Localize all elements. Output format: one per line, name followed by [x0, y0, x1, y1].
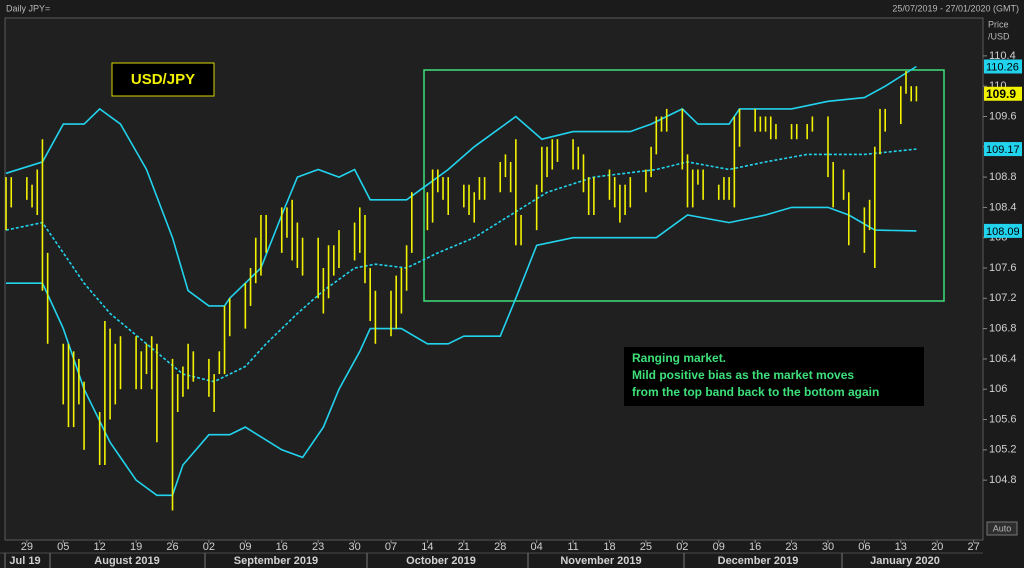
- x-tick-label: 23: [312, 541, 324, 553]
- x-tick-label: 06: [858, 541, 870, 553]
- x-tick-label: 02: [676, 541, 688, 553]
- x-tick-label: 28: [494, 541, 506, 553]
- x-tick-label: 25: [640, 541, 652, 553]
- x-tick-label: 09: [713, 541, 725, 553]
- annotation-text: Ranging market.: [632, 351, 726, 365]
- month-label: January 2020: [870, 555, 940, 567]
- price-tag: [984, 59, 1022, 74]
- x-tick-label: 02: [203, 541, 215, 553]
- x-tick-label: 04: [531, 541, 543, 553]
- price-tag-label: 109.17: [986, 144, 1020, 156]
- y-axis-title: Price: [988, 19, 1009, 29]
- x-tick-label: 18: [603, 541, 615, 553]
- y-tick-label: 110.4: [989, 50, 1016, 62]
- price-bars: [5, 71, 918, 511]
- y-tick-label: 108.8: [989, 171, 1017, 183]
- middle-band: [5, 148, 917, 383]
- x-tick-label: 20: [931, 541, 943, 553]
- month-label: October 2019: [406, 555, 476, 567]
- y-tick-label: 106: [989, 383, 1007, 395]
- x-tick-label: 13: [895, 541, 907, 553]
- x-tick-label: 16: [276, 541, 288, 553]
- month-label: August 2019: [94, 555, 159, 567]
- y-axis-title: /USD: [988, 31, 1010, 41]
- x-tick-label: 29: [21, 541, 33, 553]
- y-tick-label: 109.6: [989, 110, 1017, 122]
- price-tag-label: 108.09: [986, 226, 1020, 238]
- range-box: [423, 69, 945, 302]
- price-tag-label: 109.9: [986, 87, 1016, 101]
- month-label: September 2019: [234, 555, 318, 567]
- price-tag: [984, 223, 1022, 238]
- x-tick-label: 23: [785, 541, 797, 553]
- price-tag: [984, 142, 1022, 157]
- x-tick-label: 12: [94, 541, 106, 553]
- outer-band: [5, 65, 917, 307]
- plot-area: [4, 17, 984, 541]
- auto-button[interactable]: [986, 521, 1018, 536]
- x-tick-label: 09: [239, 541, 251, 553]
- x-tick-label: 11: [567, 541, 578, 553]
- y-tick-label: 106.8: [989, 323, 1017, 335]
- x-tick-label: 14: [421, 541, 433, 553]
- x-tick-label: 19: [130, 541, 142, 553]
- y-tick-label: 108.4: [989, 201, 1017, 213]
- x-tick-label: 30: [822, 541, 834, 553]
- y-tick-label: 104.8: [989, 474, 1017, 486]
- auto-button-label[interactable]: Auto: [993, 523, 1012, 533]
- x-tick-label: 30: [348, 541, 360, 553]
- symbol-label: USD/JPY: [131, 71, 195, 88]
- annotation-text: Mild positive bias as the market moves: [632, 368, 854, 382]
- y-tick-label: 107.6: [989, 262, 1017, 274]
- x-tick-label: 05: [57, 541, 69, 553]
- x-tick-label: 27: [968, 541, 980, 553]
- y-tick-label: 107.2: [989, 292, 1017, 304]
- y-tick-label: 105.2: [989, 444, 1017, 456]
- symbol-box: [111, 62, 215, 97]
- instrument-label: Daily JPY=: [6, 3, 50, 13]
- month-label: November 2019: [560, 555, 641, 567]
- x-tick-label: 26: [166, 541, 178, 553]
- price-tag-label: 110.26: [986, 61, 1019, 73]
- month-label: Jul 19: [9, 555, 40, 567]
- x-tick-label: 21: [458, 541, 470, 553]
- x-tick-label: 16: [749, 541, 761, 553]
- bands: [5, 65, 917, 497]
- date-range: 25/07/2019 - 27/01/2020 (GMT): [892, 3, 1019, 13]
- y-tick-label: 105.6: [989, 413, 1017, 425]
- y-tick-label: 106.4: [989, 353, 1017, 365]
- price-tag: [984, 86, 1022, 101]
- annotation-text: from the top band back to the bottom aga…: [632, 385, 879, 399]
- x-tick-label: 07: [385, 541, 397, 553]
- month-label: December 2019: [718, 555, 799, 567]
- annotation-box: [624, 347, 924, 406]
- outer-band: [6, 206, 917, 497]
